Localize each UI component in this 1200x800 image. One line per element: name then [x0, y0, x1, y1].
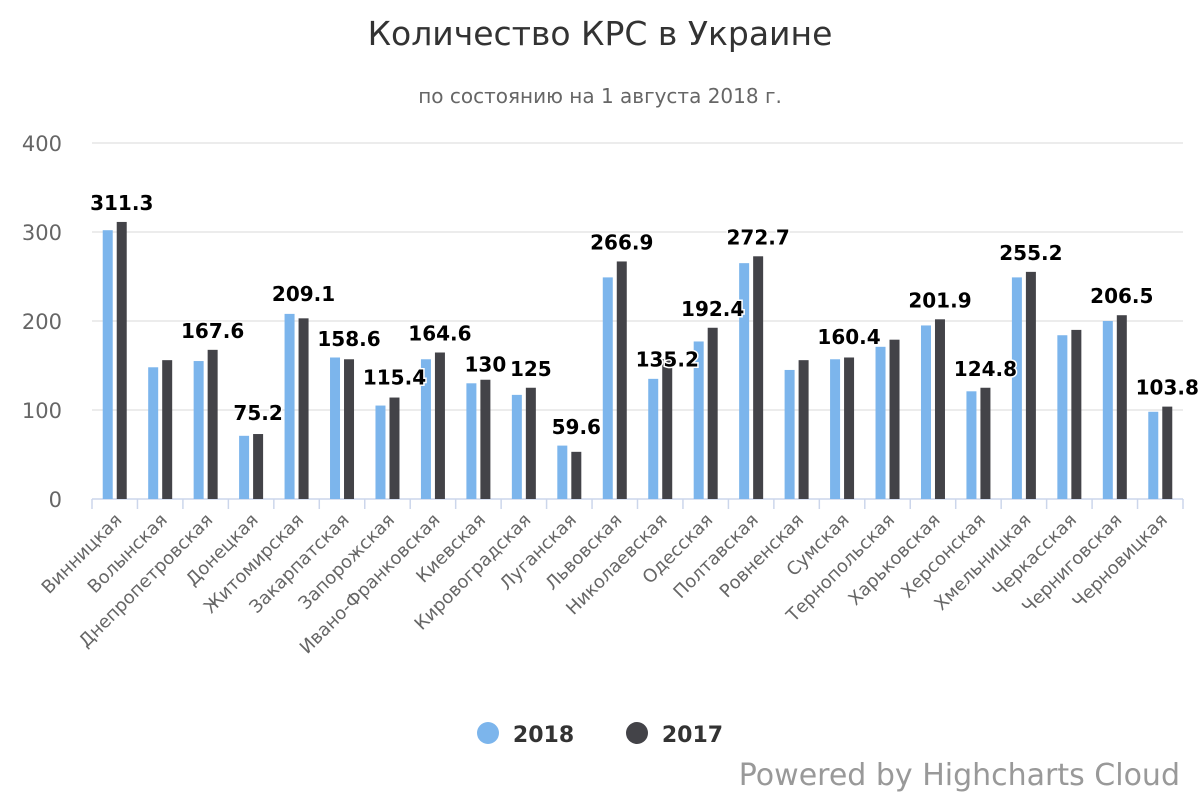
data-label: 115.4 [363, 365, 426, 389]
bar[interactable] [798, 360, 809, 499]
bar[interactable] [1116, 315, 1127, 499]
data-label: 158.6 [317, 327, 380, 351]
bar[interactable] [889, 339, 900, 499]
bar[interactable] [693, 341, 704, 499]
bar[interactable] [616, 261, 627, 499]
data-label: 272.7 [727, 225, 790, 249]
bar[interactable] [298, 318, 309, 499]
legend: 2018 2017 [0, 722, 1200, 748]
bar[interactable] [239, 435, 250, 499]
legend-item-2018[interactable]: 2018 [476, 722, 575, 748]
bar[interactable] [344, 359, 355, 499]
bar[interactable] [375, 405, 386, 499]
data-label: 201.9 [908, 288, 971, 312]
data-label: 135.2 [636, 348, 699, 372]
bar[interactable] [830, 359, 841, 499]
legend-item-2017[interactable]: 2017 [625, 722, 724, 748]
legend-marker-2018 [476, 722, 499, 744]
bar[interactable] [1102, 321, 1113, 499]
legend-label-2018: 2018 [512, 723, 575, 748]
data-label: 164.6 [408, 322, 471, 346]
bar[interactable] [102, 230, 113, 499]
bar[interactable] [648, 378, 659, 499]
y-tick-label: 400 [22, 132, 62, 156]
bar[interactable] [420, 359, 431, 499]
y-tick-label: 300 [22, 221, 62, 245]
bar[interactable] [148, 367, 159, 499]
chart-subtitle: по состоянию на 1 августа 2018 г. [418, 84, 782, 108]
data-label: 125 [510, 357, 552, 381]
y-tick-label: 100 [22, 399, 62, 423]
bar[interactable] [525, 387, 536, 499]
legend-marker-2017 [625, 722, 648, 744]
bar[interactable] [602, 277, 613, 499]
data-label: 255.2 [999, 241, 1062, 265]
bar[interactable] [330, 357, 341, 499]
bar[interactable] [557, 445, 568, 499]
bar[interactable] [466, 383, 477, 499]
bar[interactable] [193, 361, 204, 499]
bar[interactable] [966, 391, 977, 499]
bar[interactable] [784, 369, 795, 499]
data-label: 103.8 [1136, 376, 1199, 400]
bar[interactable] [116, 221, 127, 499]
bar[interactable] [480, 379, 491, 499]
bar[interactable] [284, 313, 295, 499]
data-label: 160.4 [817, 325, 880, 349]
legend-label-2017: 2017 [661, 723, 724, 748]
bar[interactable] [1071, 329, 1082, 499]
bar[interactable] [739, 263, 750, 499]
data-label: 311.3 [90, 191, 153, 215]
bar[interactable] [434, 352, 445, 499]
bar[interactable] [934, 319, 945, 499]
bar[interactable] [1162, 406, 1173, 499]
bar[interactable] [753, 256, 764, 499]
bar[interactable] [511, 394, 522, 499]
data-label: 75.2 [233, 401, 282, 425]
bar[interactable] [207, 349, 218, 499]
bar[interactable] [980, 387, 991, 499]
chart-title: Количество КРС в Украине [367, 14, 833, 53]
bar[interactable] [253, 434, 264, 499]
data-label: 130 [465, 352, 507, 376]
y-tick-label: 200 [22, 310, 62, 334]
data-label: 192.4 [681, 297, 744, 321]
bar[interactable] [1025, 271, 1036, 499]
credits-link[interactable]: Powered by Highcharts Cloud [738, 758, 1180, 793]
bar[interactable] [389, 397, 400, 499]
y-tick-label: 0 [49, 488, 62, 512]
bar[interactable] [662, 359, 673, 499]
bar[interactable] [571, 451, 582, 499]
data-label: 59.6 [552, 415, 601, 439]
data-label: 266.9 [590, 230, 653, 254]
data-label: 206.5 [1090, 284, 1153, 308]
bar[interactable] [1011, 277, 1022, 499]
data-label: 167.6 [181, 319, 244, 343]
bar[interactable] [1057, 335, 1068, 499]
data-label: 209.1 [272, 282, 335, 306]
bar[interactable] [920, 325, 931, 499]
data-label: 124.8 [954, 357, 1017, 381]
bar[interactable] [162, 360, 173, 499]
bar[interactable] [707, 327, 718, 499]
bar[interactable] [1148, 411, 1159, 499]
bar[interactable] [844, 357, 855, 499]
bar[interactable] [875, 346, 886, 499]
